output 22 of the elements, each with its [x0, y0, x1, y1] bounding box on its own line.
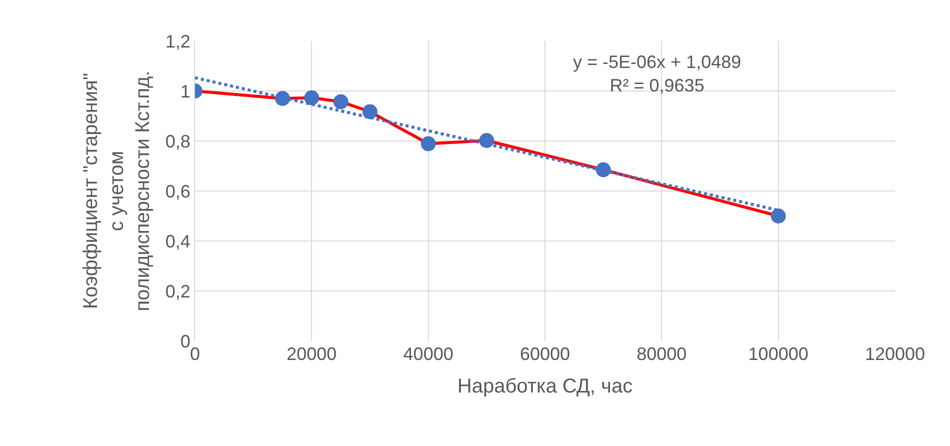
point — [333, 94, 348, 110]
point — [304, 90, 320, 106]
x-tick-label: 60000 — [520, 344, 570, 364]
x-tick-label: 40000 — [403, 344, 454, 364]
y-axis-title: Коэффициент "старения" с учетом полидисперсности Кст.пд. — [80, 70, 154, 312]
x-axis-title: Наработка СД, час — [457, 376, 633, 398]
x-tick-label: 100000 — [748, 344, 808, 364]
point — [770, 208, 786, 224]
y-tick-label: 0,6 — [165, 181, 190, 202]
y-tick-label: 0,8 — [165, 131, 190, 152]
y-tick-label: 0 — [180, 331, 190, 352]
point — [479, 133, 494, 148]
y-tick-label: 0,2 — [165, 281, 190, 302]
y-tick-label: 0,4 — [165, 231, 190, 252]
x-tick-label: 20000 — [286, 344, 337, 364]
point — [362, 104, 378, 120]
annotation: y = -5E-06x + 1,0489 R² = 0,9635 — [573, 52, 742, 96]
y-tick-label: 1 — [180, 81, 190, 102]
x-tick-label: 80000 — [636, 344, 687, 364]
y-tick-label: 1,2 — [165, 31, 190, 52]
point — [420, 136, 436, 152]
x-tick-label: 120000 — [864, 344, 926, 364]
